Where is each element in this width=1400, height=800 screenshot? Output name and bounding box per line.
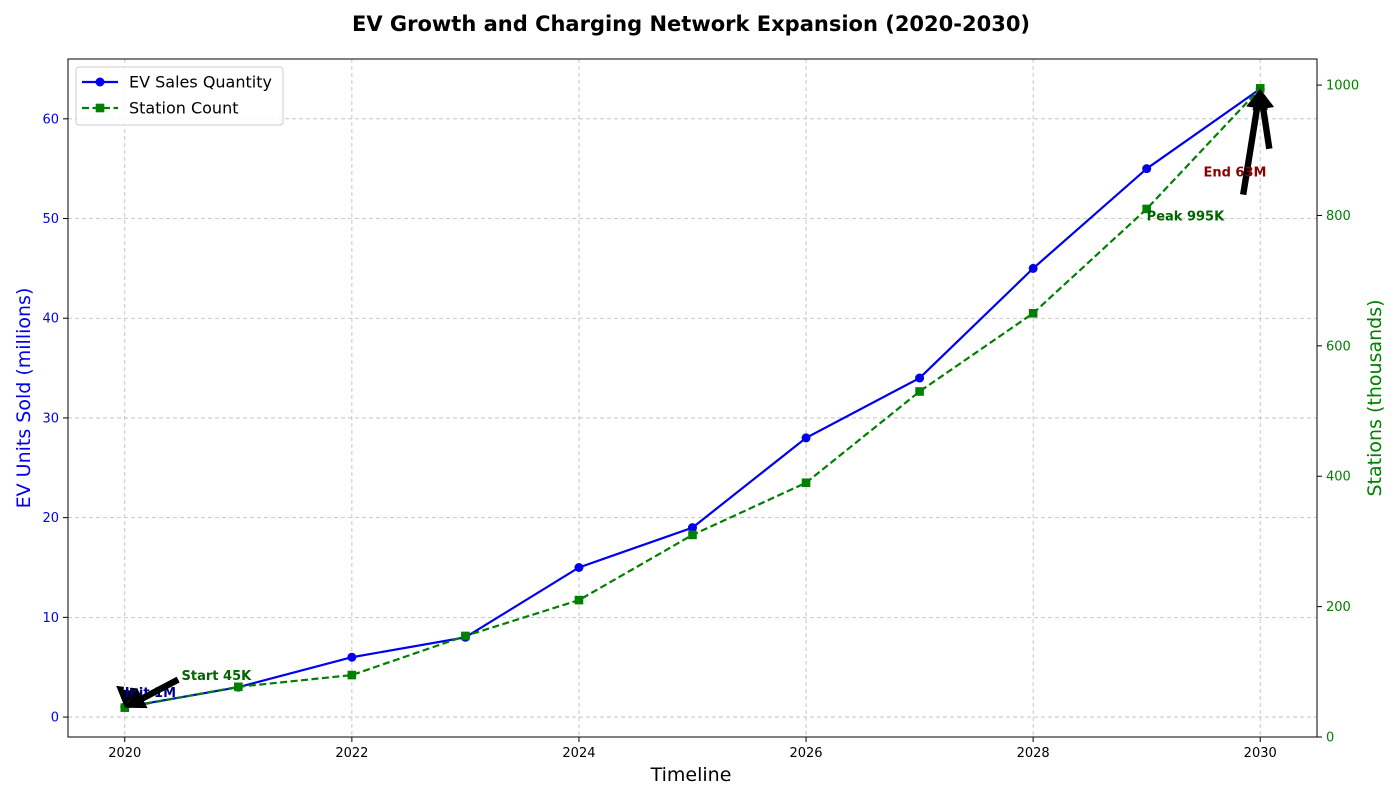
chart-title: EV Growth and Charging Network Expansion…	[352, 12, 1030, 36]
legend-label: Station Count	[129, 99, 238, 118]
data-point	[461, 631, 470, 641]
left-tick-label: 40	[42, 312, 59, 327]
data-point	[801, 478, 811, 488]
data-point	[688, 523, 697, 533]
legend-marker	[95, 77, 105, 87]
left-tick-label: 50	[42, 212, 59, 227]
x-tick-label: 2030	[1244, 746, 1277, 761]
annotation-arrow	[1240, 88, 1268, 196]
legend: EV Sales Quantity Station Count	[75, 66, 284, 126]
x-axis-ticks: 2020 2022 2024 2026 2028 2030	[108, 737, 1277, 761]
x-tick-label: 2024	[562, 746, 595, 761]
data-point	[120, 703, 130, 712]
data-point	[1255, 84, 1265, 93]
data-point	[1028, 308, 1038, 318]
series-station-count	[120, 84, 1265, 712]
annotation-label: End 63M	[1203, 166, 1266, 181]
grid-lines	[68, 59, 1317, 737]
right-tick-label: 400	[1326, 470, 1351, 485]
data-point	[574, 563, 584, 572]
x-tick-label: 2028	[1017, 746, 1050, 761]
annotation-1: Start 45K	[124, 669, 253, 709]
left-y-axis-label: EV Units Sold (millions)	[13, 288, 35, 509]
left-tick-label: 10	[42, 611, 59, 626]
right-y-axis-label: Stations (thousands)	[1364, 299, 1386, 496]
annotation-label: Peak 995K	[1147, 209, 1225, 224]
right-tick-label: 1000	[1326, 79, 1359, 94]
data-point	[347, 670, 357, 680]
legend-marker	[95, 103, 105, 113]
data-point	[688, 530, 697, 540]
data-point	[915, 387, 924, 396]
data-point	[1028, 263, 1038, 273]
left-tick-label: 20	[42, 511, 59, 526]
right-axis-ticks: 0 200 400 600 800 1000	[1317, 79, 1359, 746]
legend-item: Station Count	[82, 99, 238, 118]
series-line	[124, 88, 1261, 709]
data-point	[801, 433, 811, 443]
series-layer	[120, 84, 1265, 712]
x-axis-label: Timeline	[650, 764, 732, 786]
legend-label: EV Sales Quantity	[129, 73, 272, 92]
x-tick-label: 2026	[789, 746, 822, 761]
data-point	[1142, 204, 1151, 214]
x-tick-label: 2022	[335, 746, 368, 761]
data-point	[234, 682, 243, 692]
data-point	[1142, 164, 1152, 174]
right-tick-label: 0	[1326, 731, 1334, 746]
left-axis-ticks: 0 10 20 30 40 50 60	[42, 112, 68, 726]
left-tick-label: 30	[42, 411, 59, 426]
right-tick-label: 800	[1326, 209, 1351, 224]
right-tick-label: 600	[1326, 339, 1351, 354]
annotation-arrow	[116, 685, 139, 708]
legend-box	[75, 66, 284, 126]
data-point	[915, 373, 925, 383]
data-point	[347, 652, 357, 662]
annotation-arrow	[124, 676, 180, 709]
left-tick-label: 0	[51, 711, 59, 726]
data-point	[574, 595, 584, 605]
annotation-3: End 63M	[1203, 88, 1275, 181]
series-line	[124, 87, 1262, 709]
legend-item: EV Sales Quantity	[82, 73, 272, 92]
annotation-arrow	[1252, 88, 1275, 150]
annotation-label: Start 45K	[182, 669, 253, 684]
left-tick-label: 60	[42, 112, 59, 127]
annotation-2: Peak 995K	[1147, 88, 1268, 224]
plot-frame	[67, 58, 1318, 738]
right-tick-label: 200	[1326, 600, 1351, 615]
x-tick-label: 2020	[108, 746, 141, 761]
